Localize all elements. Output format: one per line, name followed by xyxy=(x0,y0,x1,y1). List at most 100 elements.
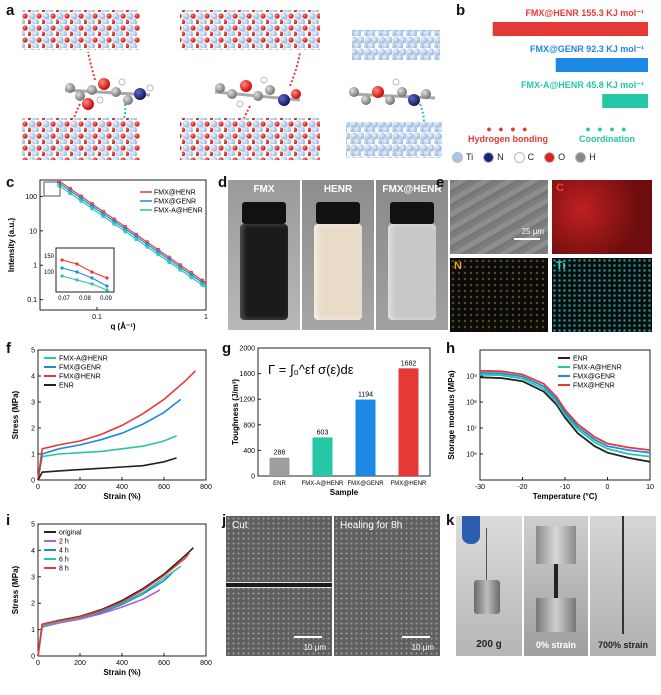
c-xlabel: q (Å⁻¹) xyxy=(110,322,135,331)
bar-2 xyxy=(602,94,648,108)
i-ytick-label-1: 1 xyxy=(31,627,35,634)
slab-bottom-2 xyxy=(180,118,320,160)
bar-1 xyxy=(555,58,648,72)
panel-label-a: a xyxy=(6,2,15,19)
c-point-1-9 xyxy=(90,204,95,209)
slab-top-3 xyxy=(352,30,440,60)
g-ytick-label-3: 1200 xyxy=(239,397,255,404)
photo-strain-0: 0% strain xyxy=(524,516,588,656)
f-legend-label-0: FMX-A@HENR xyxy=(59,356,108,363)
c-inset-point-2-2 xyxy=(90,282,94,286)
panel-b: b FMX@HENR 155.3 KJ mol⁻¹ FMX@GENR 92.3 K… xyxy=(452,0,661,168)
sem-scale-label: 25 μm xyxy=(521,227,544,236)
eds-map-n-label: N xyxy=(454,260,462,272)
c-inset-point-1-1 xyxy=(75,270,79,274)
c-legend-label-0: FMX@HENR xyxy=(154,190,196,197)
panel-f: f 0 200 400 600 800 0 1 2 3 4 5 Strain (%) Stress (M… xyxy=(0,340,215,510)
c-inset-ytick-1: 100 xyxy=(44,270,55,276)
c-inset-series-2 xyxy=(61,275,108,291)
bar-label-1: FMX@GENR 92.3 KJ mol⁻¹ xyxy=(530,44,644,54)
c-point-2-39 xyxy=(200,283,205,288)
slab-bottom-3 xyxy=(346,122,442,158)
h-ytick-label-3: 10⁶ xyxy=(466,452,477,459)
panel-a: a xyxy=(0,0,450,168)
atom-label-ti: Ti xyxy=(466,152,474,162)
c-inset-point-2-3 xyxy=(105,288,109,292)
weight-label: 200 g xyxy=(476,639,502,650)
h-ytick-label-2: 10⁷ xyxy=(467,426,478,433)
i-xtick-label-0: 0 xyxy=(36,660,40,667)
c-inset-xtick-2: 0.09 xyxy=(100,296,112,302)
h-ylabel: Storage modulus (MPa) xyxy=(447,370,456,460)
sem-cut: Cut 10 μm xyxy=(226,516,332,656)
panel-i: i 0 200 400 600 800 0 1 2 3 4 5 Strain (%) Stress (M… xyxy=(0,512,215,690)
i-series-4 xyxy=(37,552,190,657)
eds-map-ti: Ti xyxy=(552,258,652,332)
i-ylabel: Stress (MPa) xyxy=(11,565,20,614)
f-ylabel: Stress (MPa) xyxy=(11,390,20,439)
atom-dot-o xyxy=(544,151,556,163)
toughness-chart: 0 400 800 1200 1600 2000 Sample Toughness (J/m³… xyxy=(231,346,431,497)
g-ytick-label-1: 400 xyxy=(243,448,255,455)
g-bar-2 xyxy=(355,399,376,476)
h-series-2 xyxy=(479,371,651,454)
f-xlabel: Strain (%) xyxy=(103,492,141,501)
c-point-2-33 xyxy=(178,267,183,272)
molecule-2 xyxy=(214,76,301,108)
f-ytick-label-0: 0 xyxy=(31,478,35,485)
i-legend-label-1: 2 h xyxy=(59,539,69,546)
c-point-2-24 xyxy=(145,244,150,249)
c-inset-point-1-2 xyxy=(90,276,94,280)
c-point-2-18 xyxy=(123,229,128,234)
coord-3 xyxy=(419,103,425,123)
c-point-2-15 xyxy=(112,221,117,226)
h-legend-label-1: FMX-A@HENR xyxy=(573,365,622,372)
c-xtick-label-1: 1 xyxy=(204,314,208,321)
c-inset-ytick-0: 150 xyxy=(44,254,55,260)
h-bond-1 xyxy=(87,51,96,81)
c-inset-series-1 xyxy=(61,267,108,287)
c-point-1-21 xyxy=(134,234,139,239)
cut-crack xyxy=(226,582,332,588)
c-point-2-9 xyxy=(90,206,95,211)
c-legend-label-2: FMX-A@HENR xyxy=(154,208,203,215)
molecular-model-illustration xyxy=(22,10,442,160)
c-ytick-label-1: 10 xyxy=(29,228,37,235)
atom-label-c: C xyxy=(527,152,535,162)
c-point-1-3 xyxy=(68,188,73,193)
c-point-1-30 xyxy=(167,257,172,262)
binding-energy-chart: FMX@HENR 155.3 KJ mol⁻¹ FMX@GENR 92.3 KJ … xyxy=(492,8,648,108)
atom-dot-c xyxy=(513,151,525,163)
sem-cut-label: Cut xyxy=(232,520,248,531)
c-point-2-6 xyxy=(79,198,84,203)
panel-g: g 0 400 800 1200 1600 2000 Sample Toughness (J/… xyxy=(218,340,438,510)
panel-label-h: h xyxy=(446,340,456,357)
f-ytick-label-2: 2 xyxy=(31,426,35,433)
g-category-3: FMX@HENR xyxy=(391,481,427,487)
f-legend-label-2: FMX@HENR xyxy=(59,374,101,381)
vial-label-fmx-henr: FMX@HENR xyxy=(382,184,442,195)
g-value-label-3: 1682 xyxy=(401,360,417,367)
h-xtick-label-1: -20 xyxy=(517,484,527,491)
c-point-2-0 xyxy=(57,183,62,188)
panel-h: h -30 -20 -10 0 10 10⁹ 10⁸ 10⁷ 10⁶ Temperature (°… xyxy=(440,340,661,510)
g-ytick-label-5: 2000 xyxy=(239,346,255,353)
c-ylabel: Intensity (a.u.) xyxy=(7,218,16,273)
c-inset-series-0 xyxy=(61,259,108,279)
panel-label-g: g xyxy=(222,340,232,357)
stress-strain-chart: 0 200 400 600 800 0 1 2 3 4 5 Strain (%) Stress (MPa… xyxy=(11,348,212,502)
c-ytick-label-0: 100 xyxy=(25,194,37,201)
c-inset-point-2-1 xyxy=(75,278,79,282)
c-point-1-39 xyxy=(200,280,205,285)
c-point-2-12 xyxy=(101,214,106,219)
atom-legend-ti: Ti xyxy=(452,151,474,163)
f-legend-label-1: FMX@GENR xyxy=(59,365,101,372)
g-xlabel: Sample xyxy=(330,488,359,497)
g-ytick-label-4: 1600 xyxy=(239,371,255,378)
sem-image: 25 μm xyxy=(450,180,548,254)
sem-healed: Healing for 8h 10 μm xyxy=(334,516,440,656)
atom-legend: Ti N C O H xyxy=(452,150,661,164)
panel-k: k 200 g 0% strain 700% strain xyxy=(446,512,661,658)
panel-label-i: i xyxy=(6,512,11,529)
g-axes-frame xyxy=(257,347,431,477)
